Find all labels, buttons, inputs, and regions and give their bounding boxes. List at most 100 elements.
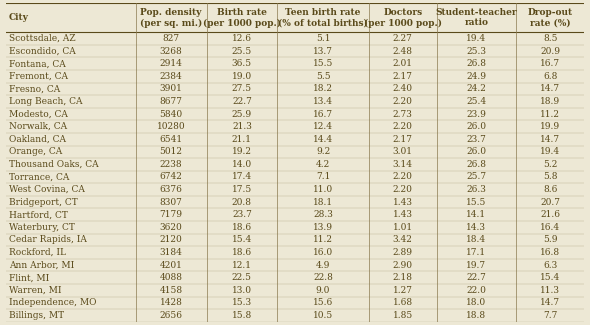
Text: Hartford, CT: Hartford, CT <box>9 210 68 219</box>
Text: 2.01: 2.01 <box>393 59 412 68</box>
Text: 4158: 4158 <box>159 286 183 295</box>
Text: 14.0: 14.0 <box>232 160 252 169</box>
Text: 20.7: 20.7 <box>540 198 560 207</box>
Text: 26.8: 26.8 <box>467 160 486 169</box>
Text: 4088: 4088 <box>160 273 182 282</box>
Text: 22.5: 22.5 <box>232 273 252 282</box>
Text: City: City <box>9 13 29 22</box>
Text: 25.9: 25.9 <box>232 110 252 119</box>
Text: 2914: 2914 <box>160 59 182 68</box>
Text: Doctors
(per 1000 pop.): Doctors (per 1000 pop.) <box>363 8 442 28</box>
Text: Escondido, CA: Escondido, CA <box>9 46 76 56</box>
Text: 2.40: 2.40 <box>393 84 412 93</box>
Text: Modesto, CA: Modesto, CA <box>9 110 68 119</box>
Text: 11.3: 11.3 <box>540 286 560 295</box>
Text: 27.5: 27.5 <box>232 84 252 93</box>
Text: 18.0: 18.0 <box>466 298 487 307</box>
Text: 6.8: 6.8 <box>543 72 558 81</box>
Text: 22.8: 22.8 <box>313 273 333 282</box>
Text: 2238: 2238 <box>160 160 182 169</box>
Text: 21.1: 21.1 <box>232 135 252 144</box>
Text: 36.5: 36.5 <box>232 59 252 68</box>
Text: Birth rate
(per 1000 pop.): Birth rate (per 1000 pop.) <box>203 8 281 28</box>
Text: 9.0: 9.0 <box>316 286 330 295</box>
Text: 16.0: 16.0 <box>313 248 333 257</box>
Text: 23.7: 23.7 <box>467 135 486 144</box>
Text: 15.4: 15.4 <box>232 235 252 244</box>
Text: 10280: 10280 <box>157 122 185 131</box>
Text: 2.89: 2.89 <box>393 248 412 257</box>
Text: 24.9: 24.9 <box>467 72 486 81</box>
Text: Flint, MI: Flint, MI <box>9 273 49 282</box>
Text: Rockford, IL: Rockford, IL <box>9 248 66 257</box>
Text: 20.9: 20.9 <box>540 46 560 56</box>
Text: 6541: 6541 <box>159 135 183 144</box>
Text: 1.01: 1.01 <box>392 223 413 232</box>
Text: 16.8: 16.8 <box>540 248 560 257</box>
Text: 5.8: 5.8 <box>543 173 558 181</box>
Text: Teen birth rate
(% of total births): Teen birth rate (% of total births) <box>278 8 368 27</box>
Text: 16.4: 16.4 <box>540 223 560 232</box>
Text: 7.1: 7.1 <box>316 173 330 181</box>
Text: 25.7: 25.7 <box>466 173 487 181</box>
Text: Warren, MI: Warren, MI <box>9 286 61 295</box>
Text: 19.9: 19.9 <box>540 122 560 131</box>
Text: 3268: 3268 <box>160 46 182 56</box>
Text: Cedar Rapids, IA: Cedar Rapids, IA <box>9 235 87 244</box>
Text: Drop-out
rate (%): Drop-out rate (%) <box>527 8 573 27</box>
Text: Fresno, CA: Fresno, CA <box>9 84 60 93</box>
Text: 19.7: 19.7 <box>466 261 487 270</box>
Text: 13.7: 13.7 <box>313 46 333 56</box>
Text: 17.1: 17.1 <box>466 248 487 257</box>
Text: 6742: 6742 <box>160 173 182 181</box>
Text: 2656: 2656 <box>160 311 182 320</box>
Text: 26.8: 26.8 <box>467 59 486 68</box>
Text: 18.6: 18.6 <box>232 223 252 232</box>
Text: 19.4: 19.4 <box>466 34 487 43</box>
Text: 17.5: 17.5 <box>232 185 252 194</box>
Text: 3620: 3620 <box>160 223 182 232</box>
Text: 17.4: 17.4 <box>232 173 252 181</box>
Text: 2120: 2120 <box>160 235 182 244</box>
Text: 19.2: 19.2 <box>232 147 252 156</box>
Text: 4.2: 4.2 <box>316 160 330 169</box>
Text: 5012: 5012 <box>160 147 182 156</box>
Text: 13.9: 13.9 <box>313 223 333 232</box>
Text: 2384: 2384 <box>160 72 182 81</box>
Text: 2.20: 2.20 <box>393 173 412 181</box>
Text: 18.1: 18.1 <box>313 198 333 207</box>
Text: 5.2: 5.2 <box>543 160 558 169</box>
Text: Fontana, CA: Fontana, CA <box>9 59 65 68</box>
Text: Long Beach, CA: Long Beach, CA <box>9 97 82 106</box>
Text: 8.6: 8.6 <box>543 185 558 194</box>
Text: 25.3: 25.3 <box>467 46 486 56</box>
Text: 3184: 3184 <box>160 248 182 257</box>
Text: 14.7: 14.7 <box>540 135 560 144</box>
Text: 19.0: 19.0 <box>232 72 252 81</box>
Text: 2.17: 2.17 <box>393 72 412 81</box>
Text: 15.6: 15.6 <box>313 298 333 307</box>
Text: 18.9: 18.9 <box>540 97 560 106</box>
Text: 2.17: 2.17 <box>393 135 412 144</box>
Text: Orange, CA: Orange, CA <box>9 147 62 156</box>
Text: 14.3: 14.3 <box>467 223 486 232</box>
Text: 22.7: 22.7 <box>232 97 252 106</box>
Text: 28.3: 28.3 <box>313 210 333 219</box>
Text: 12.4: 12.4 <box>313 122 333 131</box>
Text: Scottsdale, AZ: Scottsdale, AZ <box>9 34 76 43</box>
Text: Pop. density
(per sq. mi.): Pop. density (per sq. mi.) <box>140 8 202 28</box>
Text: 16.7: 16.7 <box>313 110 333 119</box>
Text: 18.4: 18.4 <box>466 235 487 244</box>
Text: Fremont, CA: Fremont, CA <box>9 72 68 81</box>
Text: 2.20: 2.20 <box>393 185 412 194</box>
Text: Waterbury, CT: Waterbury, CT <box>9 223 75 232</box>
Text: 2.20: 2.20 <box>393 122 412 131</box>
Text: 8.5: 8.5 <box>543 34 558 43</box>
Text: 5.9: 5.9 <box>543 235 558 244</box>
Text: 21.6: 21.6 <box>540 210 560 219</box>
Text: 827: 827 <box>162 34 180 43</box>
Text: 15.8: 15.8 <box>232 311 252 320</box>
Text: 1.43: 1.43 <box>393 198 412 207</box>
Text: Billings, MT: Billings, MT <box>9 311 64 320</box>
Text: 5.5: 5.5 <box>316 72 330 81</box>
